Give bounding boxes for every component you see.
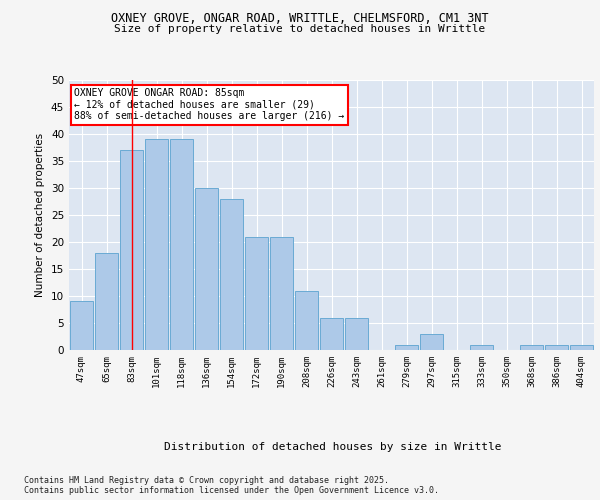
Bar <box>270 236 293 350</box>
Bar <box>395 344 418 350</box>
Bar <box>195 188 218 350</box>
Bar <box>470 344 493 350</box>
Bar <box>320 318 343 350</box>
Bar <box>570 344 593 350</box>
Bar <box>70 302 93 350</box>
Bar <box>520 344 543 350</box>
Bar <box>345 318 368 350</box>
Y-axis label: Number of detached properties: Number of detached properties <box>35 133 46 297</box>
Bar <box>545 344 568 350</box>
Text: Contains HM Land Registry data © Crown copyright and database right 2025.
Contai: Contains HM Land Registry data © Crown c… <box>24 476 439 495</box>
Bar <box>295 290 318 350</box>
Bar <box>95 253 118 350</box>
Bar <box>145 140 168 350</box>
Bar <box>420 334 443 350</box>
Text: Size of property relative to detached houses in Writtle: Size of property relative to detached ho… <box>115 24 485 34</box>
Text: OXNEY GROVE ONGAR ROAD: 85sqm
← 12% of detached houses are smaller (29)
88% of s: OXNEY GROVE ONGAR ROAD: 85sqm ← 12% of d… <box>74 88 344 122</box>
Bar <box>245 236 268 350</box>
Bar <box>170 140 193 350</box>
Bar <box>220 199 243 350</box>
Bar <box>120 150 143 350</box>
Text: OXNEY GROVE, ONGAR ROAD, WRITTLE, CHELMSFORD, CM1 3NT: OXNEY GROVE, ONGAR ROAD, WRITTLE, CHELMS… <box>111 12 489 26</box>
Text: Distribution of detached houses by size in Writtle: Distribution of detached houses by size … <box>164 442 502 452</box>
